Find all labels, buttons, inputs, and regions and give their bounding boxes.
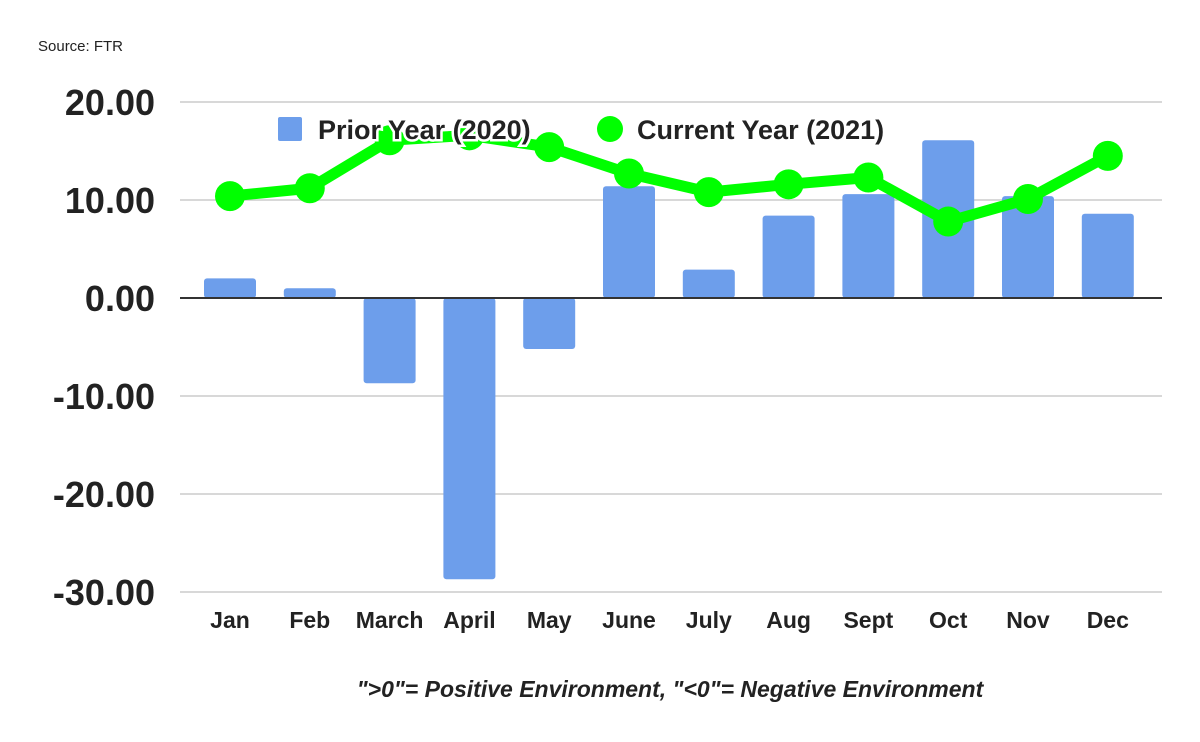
y-tick-label: -10.00: [53, 376, 155, 417]
bar: [682, 269, 735, 298]
y-tick-label: 10.00: [65, 180, 155, 221]
y-tick-label: 0.00: [85, 278, 155, 319]
x-tick-label: Aug: [766, 607, 811, 633]
y-tick-label: -20.00: [53, 474, 155, 515]
x-tick-label: April: [443, 607, 495, 633]
line-point: [294, 173, 325, 204]
bar: [1081, 213, 1134, 298]
bar: [523, 298, 576, 349]
x-tick-label: June: [602, 607, 656, 633]
y-tick-label: -30.00: [53, 572, 155, 613]
legend-bar-swatch: [278, 117, 302, 141]
line-point: [1092, 140, 1123, 171]
x-tick-label: March: [356, 607, 424, 633]
x-tick-label: Oct: [929, 607, 968, 633]
line-point: [614, 158, 644, 189]
line-point: [773, 169, 804, 200]
legend-label-prior-year: Prior Year (2020): [318, 115, 531, 145]
x-tick-label: Dec: [1087, 607, 1129, 633]
source-label: Source: FTR: [38, 38, 124, 55]
x-tick-label: July: [686, 607, 732, 633]
bar: [603, 186, 655, 298]
x-tick-label: Nov: [1006, 607, 1050, 633]
bar: [1002, 196, 1054, 298]
line-point: [853, 162, 884, 193]
legend-line-swatch: [597, 116, 623, 142]
x-tick-label: Sept: [843, 607, 893, 633]
bar: [762, 215, 815, 298]
line-point: [374, 125, 405, 156]
line-point: [454, 120, 485, 151]
bar: [204, 278, 256, 298]
x-tick-label: Jan: [210, 607, 250, 633]
line-point: [933, 206, 964, 237]
bar: [443, 298, 496, 580]
x-tick-label: May: [527, 607, 572, 633]
line-point: [215, 181, 245, 212]
line-point: [534, 132, 565, 163]
series-line: [229, 129, 1111, 228]
bar: [283, 288, 336, 298]
legend-label-current-year: Current Year (2021): [637, 115, 884, 145]
bar: [842, 194, 895, 298]
line-point: [1013, 184, 1043, 215]
line-point: [693, 177, 724, 208]
y-tick-label: 20.00: [65, 82, 155, 123]
bar: [363, 298, 416, 384]
x-tick-label: Feb: [289, 607, 330, 633]
chart-footnote: ">0"= Positive Environment, "<0"= Negati…: [356, 676, 984, 702]
